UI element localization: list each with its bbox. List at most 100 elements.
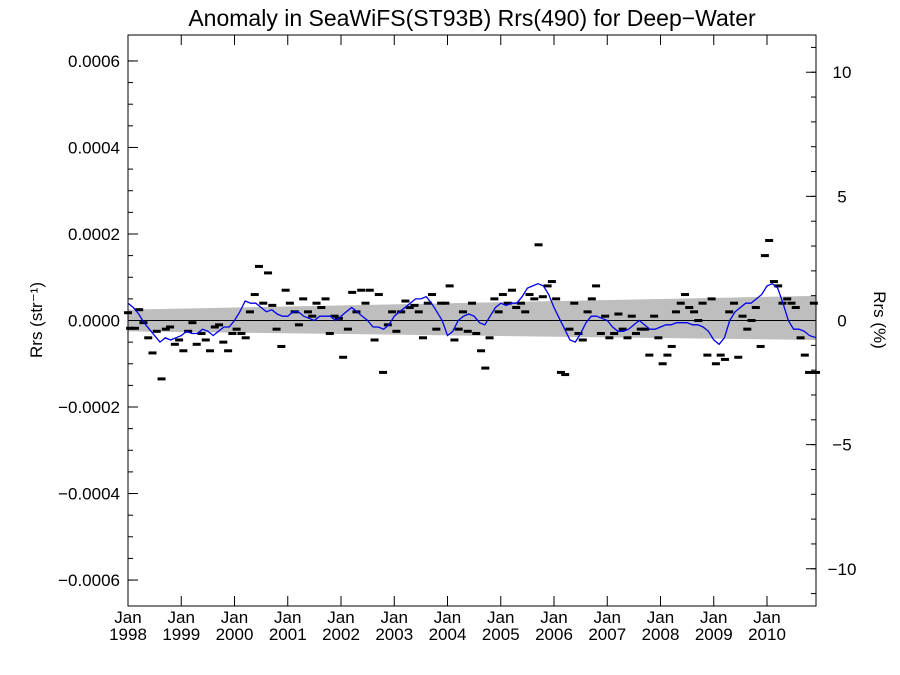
data-point xyxy=(374,293,383,297)
y-tick-label: 0.0006 xyxy=(68,52,120,71)
y2-tick-label: 0 xyxy=(837,312,846,331)
data-point xyxy=(419,336,428,340)
data-point xyxy=(437,301,446,305)
data-point xyxy=(428,293,437,297)
data-point xyxy=(512,306,521,310)
y-tick-label: 0.0000 xyxy=(68,312,120,331)
data-point xyxy=(215,323,224,327)
x-tick-label-year: 2002 xyxy=(322,625,360,644)
data-point xyxy=(751,306,760,310)
data-point xyxy=(432,327,441,331)
data-point xyxy=(796,336,805,340)
data-point xyxy=(201,338,210,342)
x-tick-label-year: 2009 xyxy=(695,625,733,644)
data-point xyxy=(800,353,809,357)
data-point xyxy=(219,340,228,344)
data-point xyxy=(259,301,268,305)
data-point xyxy=(245,310,254,314)
data-point xyxy=(538,295,547,299)
data-point xyxy=(601,314,610,318)
data-point xyxy=(774,284,783,288)
x-tick-label-month: Jan xyxy=(434,608,461,627)
y2-axis-tick-labels: 10 5 0 −5 −10 xyxy=(828,63,857,579)
data-point xyxy=(441,301,450,305)
y-axis-label: Rrs (str⁻¹) xyxy=(27,282,46,358)
y-tick-label: −0.0002 xyxy=(58,398,120,417)
data-point xyxy=(783,297,792,301)
data-point xyxy=(144,336,153,340)
data-point xyxy=(192,342,201,346)
x-tick-label-year: 1999 xyxy=(162,625,200,644)
data-point xyxy=(343,327,352,331)
x-tick-label-year: 2004 xyxy=(429,625,467,644)
data-point xyxy=(170,342,179,346)
x-tick-label-year: 2000 xyxy=(216,625,254,644)
data-point xyxy=(756,344,765,348)
data-point xyxy=(690,310,699,314)
data-point xyxy=(130,326,139,330)
data-point xyxy=(392,329,401,333)
data-point xyxy=(179,349,188,353)
data-point xyxy=(161,327,170,331)
data-point xyxy=(698,301,707,305)
data-point xyxy=(365,288,374,292)
data-point xyxy=(534,243,543,247)
data-point xyxy=(583,310,592,314)
data-point xyxy=(605,336,614,340)
data-point xyxy=(743,327,752,331)
data-point xyxy=(561,373,570,377)
data-point xyxy=(210,325,219,329)
data-point xyxy=(716,353,725,357)
y2-tick-label: 10 xyxy=(833,63,852,82)
x-tick-label-month: Jan xyxy=(594,608,621,627)
data-point xyxy=(490,297,499,301)
data-point xyxy=(135,308,144,312)
x-tick-label-month: Jan xyxy=(753,608,780,627)
y-tick-label: 0.0004 xyxy=(68,138,120,157)
data-point xyxy=(126,326,135,330)
y-tick-label: −0.0006 xyxy=(58,571,120,590)
data-point xyxy=(711,362,720,366)
data-point xyxy=(574,331,583,335)
data-point xyxy=(765,238,774,242)
data-point xyxy=(294,323,303,327)
data-point xyxy=(738,314,747,318)
data-point xyxy=(641,327,650,331)
data-point xyxy=(654,336,663,340)
data-points-layer xyxy=(124,238,820,381)
data-point xyxy=(357,288,366,292)
data-point xyxy=(627,314,636,318)
data-point xyxy=(401,299,410,303)
data-point xyxy=(237,331,246,335)
y-axis-tick-labels: 0.0006 0.0004 0.0002 0.0000 −0.0002 −0.0004 −0… xyxy=(58,52,120,590)
data-point xyxy=(507,288,516,292)
y2-tick-label: −10 xyxy=(828,560,857,579)
data-point xyxy=(570,301,579,305)
data-point xyxy=(596,331,605,335)
data-point xyxy=(370,338,379,342)
x-tick-label-month: Jan xyxy=(114,608,141,627)
data-point xyxy=(414,310,423,314)
data-point xyxy=(250,293,259,297)
data-point xyxy=(454,327,463,331)
data-point xyxy=(308,314,317,318)
x-tick-label-year: 2008 xyxy=(642,625,680,644)
data-point xyxy=(494,310,503,314)
data-point xyxy=(157,377,166,381)
data-point xyxy=(547,280,556,284)
y2-axis-label: Rrs (%) xyxy=(870,291,889,349)
x-tick-label-year: 2003 xyxy=(375,625,413,644)
data-point xyxy=(769,280,778,284)
x-tick-label-year: 2005 xyxy=(482,625,520,644)
x-tick-label-month: Jan xyxy=(700,608,727,627)
y2-tick-label: −5 xyxy=(832,436,851,455)
data-point xyxy=(498,293,507,297)
data-point xyxy=(175,338,184,342)
data-point xyxy=(791,306,800,310)
data-point xyxy=(303,310,312,314)
y2-tick-label: 5 xyxy=(837,187,846,206)
data-point xyxy=(232,327,241,331)
data-point xyxy=(525,293,534,297)
x-tick-label-year: 2010 xyxy=(748,625,786,644)
smoothed-line-layer xyxy=(127,282,817,346)
